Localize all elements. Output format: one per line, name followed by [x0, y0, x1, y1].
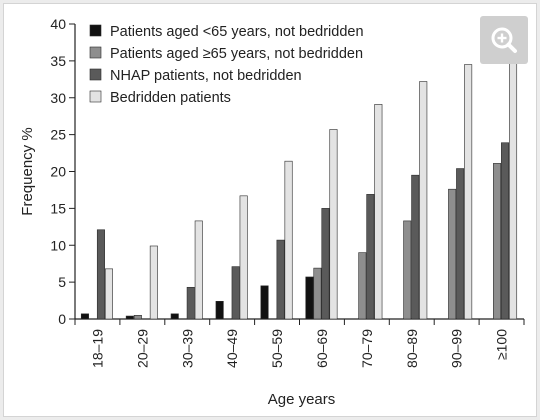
- bar: [276, 239, 285, 320]
- x-tick-label: 40–49: [224, 329, 240, 368]
- legend-swatch: [89, 90, 102, 103]
- legend-label: Bedridden patients: [110, 90, 231, 106]
- legend-label: Patients aged <65 years, not bedridden: [110, 24, 364, 40]
- x-tick-label: ≥100: [494, 329, 510, 360]
- bar: [493, 163, 502, 320]
- y-tick-label: 25: [50, 127, 66, 143]
- legend-swatch: [89, 68, 102, 81]
- bar: [186, 286, 195, 320]
- zoom-button[interactable]: [480, 16, 528, 64]
- x-tick-label: 60–69: [314, 329, 330, 368]
- legend-swatch: [89, 46, 102, 59]
- x-tick-label: 90–99: [449, 329, 465, 368]
- legend-label: Patients aged ≥65 years, not bedridden: [110, 46, 363, 62]
- y-tick-label: 40: [50, 16, 66, 32]
- legend-label: NHAP patients, not bedridden: [110, 68, 302, 84]
- bar: [509, 48, 518, 320]
- x-axis-title: Age years: [268, 391, 336, 408]
- bar: [104, 268, 113, 320]
- y-axis-title: Frequency %: [19, 127, 36, 215]
- bar: [149, 245, 158, 320]
- y-tick-label: 5: [58, 274, 66, 290]
- x-tick-label: 50–59: [269, 329, 285, 368]
- x-tick-label: 80–89: [404, 329, 420, 368]
- x-tick-label: 30–39: [179, 329, 195, 368]
- bar: [96, 229, 105, 320]
- bar: [448, 188, 457, 320]
- y-tick-label: 35: [50, 53, 66, 69]
- zoom-in-icon: [491, 27, 517, 53]
- y-tick-label: 30: [50, 90, 66, 106]
- bar: [464, 64, 473, 320]
- bar: [133, 315, 142, 320]
- figure-frame: 0 5 10 15 20 25 30 35 40 18–19 20–29 30–39 40–49 50–5…: [3, 3, 537, 417]
- bar-chart: 0 5 10 15 20 25 30 35 40 18–19 20–29 30–39 40–49 50–5…: [19, 16, 525, 408]
- bar: [403, 220, 412, 320]
- bar: [366, 194, 375, 320]
- bar: [305, 276, 314, 320]
- bar: [215, 300, 224, 320]
- bar: [231, 266, 240, 320]
- bar: [411, 174, 420, 320]
- bar: [260, 285, 269, 320]
- bar: [313, 267, 322, 320]
- y-tick-label: 10: [50, 237, 66, 253]
- bar: [329, 129, 338, 320]
- bar: [456, 168, 465, 320]
- y-tick-label: 0: [58, 311, 66, 327]
- bar: [321, 208, 330, 320]
- bar: [170, 313, 179, 320]
- x-tick-label: 20–29: [134, 329, 150, 368]
- bar: [501, 142, 510, 320]
- y-tick-label: 20: [50, 164, 66, 180]
- x-tick-label: 18–19: [89, 329, 105, 368]
- bar: [80, 313, 89, 320]
- x-tick-label: 70–79: [359, 329, 375, 368]
- bar: [194, 220, 203, 320]
- legend-swatch: [89, 24, 102, 37]
- bar: [374, 104, 383, 320]
- bar: [358, 252, 367, 320]
- bar: [419, 81, 428, 320]
- bar: [125, 315, 134, 320]
- bar: [284, 160, 293, 320]
- bar: [239, 195, 248, 320]
- y-tick-label: 15: [50, 200, 66, 216]
